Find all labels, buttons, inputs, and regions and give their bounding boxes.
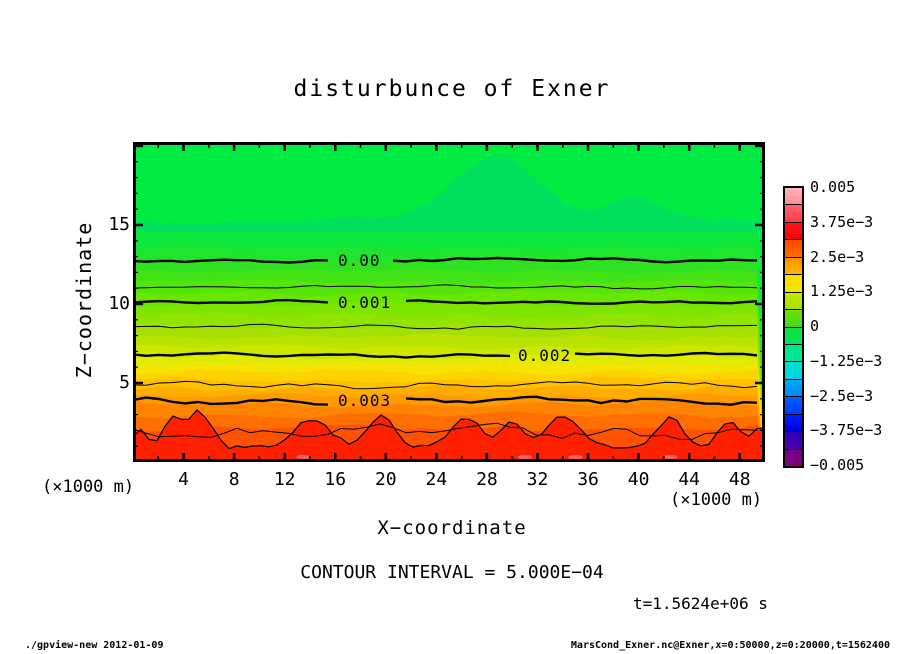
contour-label: 0.00 xyxy=(338,251,381,270)
y-tick-label: 10 xyxy=(108,292,130,314)
colorbar-segment xyxy=(785,379,802,398)
chart-title: disturbunce of Exner xyxy=(293,76,611,102)
colorbar-segment xyxy=(785,275,802,293)
colorbar-label: 2.5e−3 xyxy=(810,247,865,266)
contour-lines: 0.00 0.001 0.002 0.003 xyxy=(133,251,758,440)
y-tick-label: 15 xyxy=(108,213,130,235)
x-tick-label: 28 xyxy=(476,469,498,490)
contour-label: 0.003 xyxy=(338,391,391,410)
colorbar-label: −3.75e−3 xyxy=(810,421,883,440)
y-tick-label: 5 xyxy=(119,371,130,393)
red-zone-fill xyxy=(133,409,765,462)
colorbar-segment xyxy=(785,310,802,328)
colorbar-segment xyxy=(785,222,802,241)
colorbar-gradient xyxy=(783,186,804,468)
contour-label: 0.002 xyxy=(518,346,571,365)
x-tick-label: 16 xyxy=(324,469,347,490)
colorbar-segment xyxy=(785,432,802,450)
colorbar-segment xyxy=(785,292,802,311)
time-stamp-text: t=1.5624e+06 s xyxy=(633,594,768,613)
colorbar-segment xyxy=(785,397,802,415)
colorbar-label: −0.005 xyxy=(810,456,865,474)
x-tick-label: 8 xyxy=(228,469,240,490)
colorbar: 0.005 3.75e−3 2.5e−3 1.25e−3 0 −1.25e−3 −2.5e−… xyxy=(783,178,903,474)
x-axis-unit-label: (×1000 m) xyxy=(670,490,763,510)
colorbar-label: −2.5e−3 xyxy=(810,386,874,405)
footer-source-text: MarsCond_Exner.nc@Exner,x=0:50000,z=0:20… xyxy=(570,640,890,651)
colorbar-segment xyxy=(785,205,802,223)
colorbar-segment xyxy=(785,449,802,466)
y-axis-unit-label: (×1000 m) xyxy=(42,477,135,497)
footer-command-text: ./gpview-new 2012-01-09 xyxy=(25,640,164,651)
contour-label: 0.001 xyxy=(338,293,391,312)
x-tick-label: 44 xyxy=(678,469,700,490)
x-tick-label: 4 xyxy=(178,469,189,490)
upper-green-patch xyxy=(133,155,765,232)
x-tick-label: 32 xyxy=(526,469,549,490)
colorbar-segment xyxy=(785,414,802,433)
plot-frame xyxy=(133,142,765,462)
red-zone-outline xyxy=(133,409,765,450)
x-tick-label: 36 xyxy=(577,469,599,490)
colorbar-label: 0.005 xyxy=(810,178,856,196)
colorbar-segment xyxy=(785,240,802,258)
x-tick-label: 48 xyxy=(728,469,751,490)
colorbar-segment xyxy=(785,344,802,363)
colorbar-label: −1.25e−3 xyxy=(810,351,883,370)
x-axis-title: X−coordinate xyxy=(377,517,527,539)
colorbar-segment xyxy=(785,362,802,380)
colorbar-label: 3.75e−3 xyxy=(810,212,874,231)
x-tick-label: 40 xyxy=(627,469,650,490)
x-tick-label: 24 xyxy=(425,469,448,490)
colorbar-label: 0 xyxy=(810,317,820,335)
contour-interval-text: CONTOUR INTERVAL = 5.000E−04 xyxy=(300,562,604,583)
x-tick-label: 12 xyxy=(273,469,296,490)
x-tick-label: 20 xyxy=(374,469,397,490)
colorbar-segment xyxy=(785,327,802,345)
contour-plot-canvas: 0.00 0.001 0.002 0.003 xyxy=(133,142,765,462)
colorbar-segment xyxy=(785,188,802,206)
colorbar-label: 1.25e−3 xyxy=(810,282,874,301)
colorbar-segment xyxy=(785,257,802,276)
